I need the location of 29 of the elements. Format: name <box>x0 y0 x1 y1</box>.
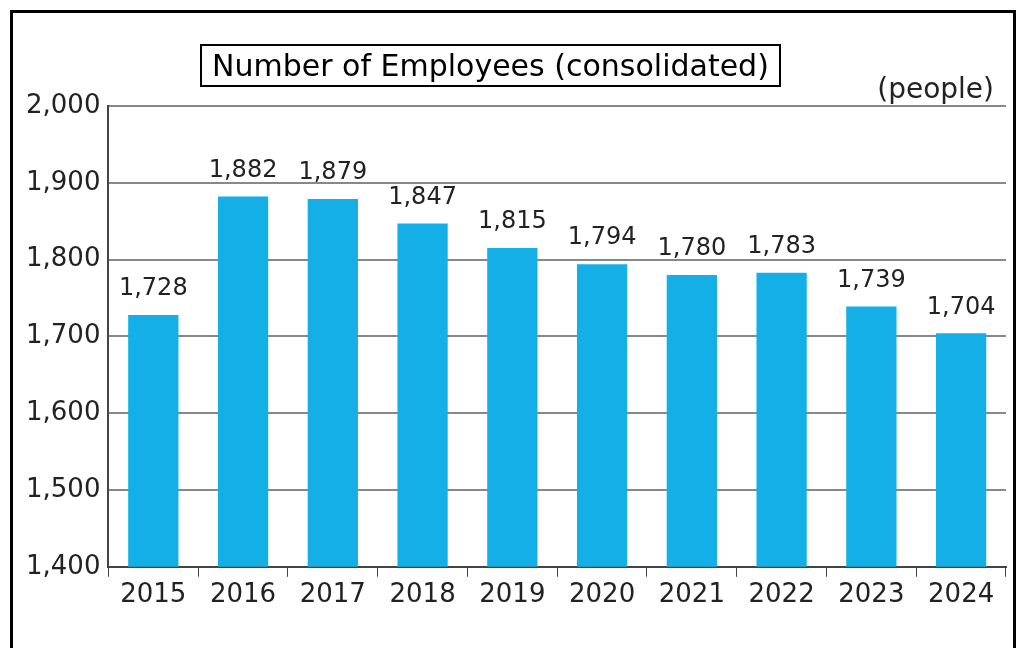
y-tick-label: 1,400 <box>26 549 101 580</box>
data-label: 1,794 <box>567 222 637 251</box>
x-tick-label: 2017 <box>299 578 366 609</box>
data-label: 1,847 <box>388 181 457 210</box>
data-label: 1,704 <box>926 291 996 320</box>
x-tick-label: 2020 <box>569 578 636 609</box>
x-tick-label: 2021 <box>658 578 725 609</box>
data-label: 1,879 <box>298 157 368 186</box>
chart-title: Number of Employees (consolidated) <box>200 44 781 87</box>
y-tick-label: 1,700 <box>26 319 101 350</box>
data-label: 1,780 <box>657 233 727 262</box>
y-tick-label: 1,500 <box>26 472 101 503</box>
data-label: 1,783 <box>747 230 816 259</box>
data-label: 1,815 <box>477 206 547 235</box>
data-label: 1,882 <box>208 154 278 183</box>
y-tick-label: 1,900 <box>26 165 101 196</box>
x-tick-label: 2022 <box>748 578 815 609</box>
x-tick-label: 2023 <box>838 578 905 609</box>
y-tick-label: 1,600 <box>26 395 101 426</box>
x-tick-label: 2024 <box>928 578 995 609</box>
y-axis-title: (people) <box>877 72 994 105</box>
data-label: 1,739 <box>837 264 906 293</box>
y-tick-label: 2,000 <box>26 88 101 119</box>
x-tick-label: 2015 <box>120 578 187 609</box>
x-tick-label: 2018 <box>389 578 456 609</box>
data-label: 1,728 <box>118 273 188 302</box>
x-tick-label: 2016 <box>209 578 277 609</box>
x-tick-label: 2019 <box>479 578 546 609</box>
y-tick-label: 1,800 <box>26 242 101 273</box>
